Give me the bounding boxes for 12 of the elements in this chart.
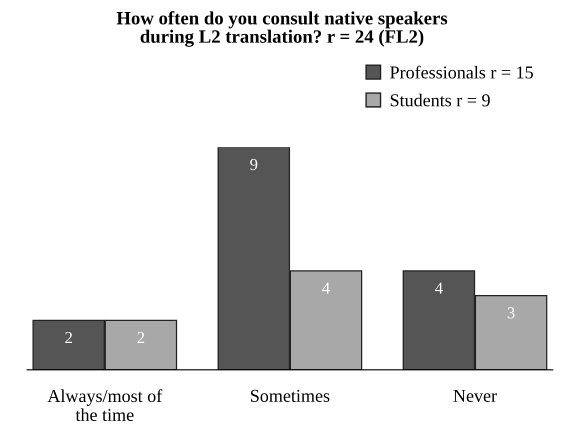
legend-label: Students r = 9 <box>390 94 490 106</box>
data-label: 4 <box>322 282 330 294</box>
x-tick-label: Sometimes <box>250 390 330 402</box>
chart-title: How often do you consult native speakers during L2 translation? r = 24 (FL2) <box>116 11 448 47</box>
x-tick-label: Always/most of the time <box>48 389 162 422</box>
data-label: 2 <box>137 332 144 344</box>
x-tick-label: Never <box>453 390 497 402</box>
data-label: 9 <box>250 158 258 170</box>
legend-label: Professionals r = 15 <box>390 66 533 79</box>
data-label: 4 <box>435 282 443 294</box>
data-label: 3 <box>508 307 515 318</box>
data-label: 2 <box>65 332 72 344</box>
